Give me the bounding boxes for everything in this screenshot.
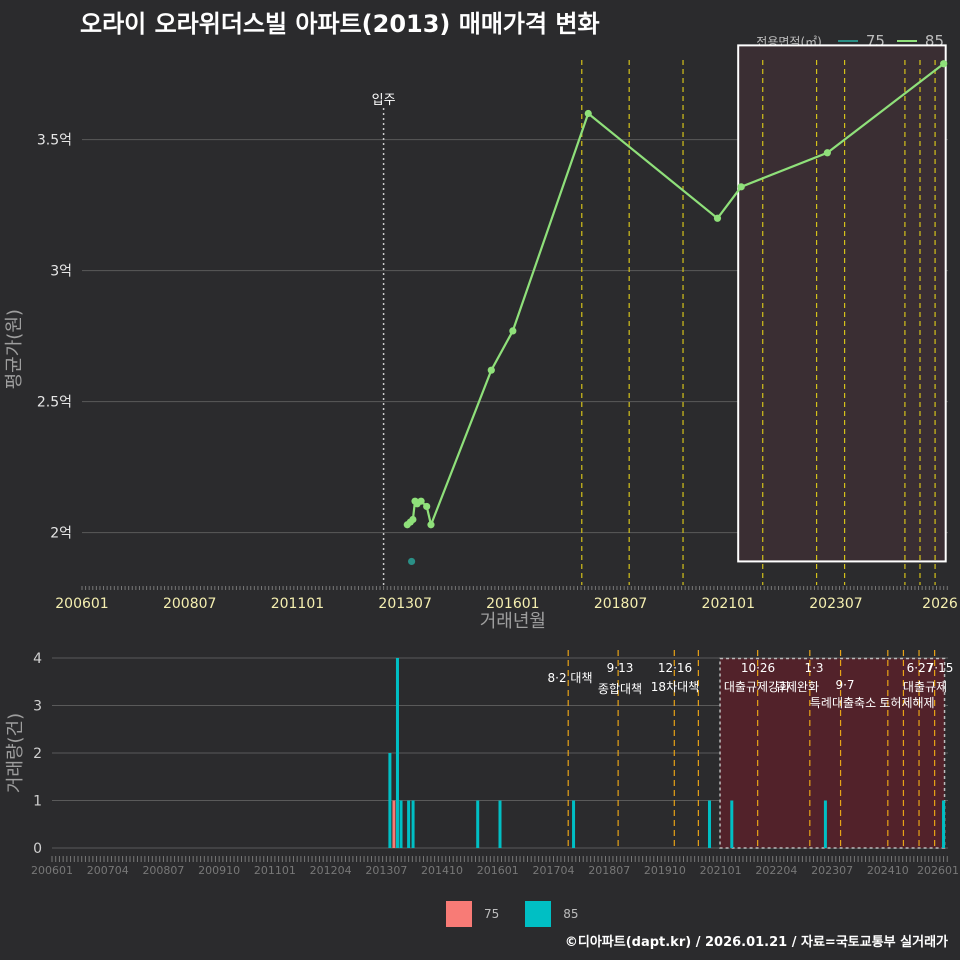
volume-xtick-label: 201204 [310,864,352,877]
policy-name-label: 대출규제 [903,680,947,694]
volume-xtick-label: 200704 [87,864,129,877]
price-xtick-label: 201307 [378,596,431,612]
policy-date-label: 6·27 [907,661,934,675]
series-85-point [823,149,831,157]
volume-bar-85 [730,800,734,848]
series-85-point [427,521,435,529]
volume-bar-85 [498,800,502,848]
volume-bar-75 [392,800,396,848]
volume-ytick-label: 1 [33,794,42,810]
volume-xtick-label: 201704 [532,864,574,877]
volume-bar-85 [411,800,415,848]
price-xtick-label: 202307 [809,596,862,612]
legend-box-75 [446,901,472,927]
volume-ytick-label: 2 [33,746,42,762]
price-xtick-label: 200807 [163,596,216,612]
policy-date-label: 9·13 [607,661,634,675]
series-85-point [487,366,495,374]
volume-xtick-label: 201807 [588,864,630,877]
series-85-point [417,497,425,505]
volume-xtick-label: 200601 [31,864,73,877]
volume-xtick-label: 202410 [867,864,909,877]
series-85-point [584,109,592,118]
policy-date-label: 9·7 [835,678,854,692]
volume-xtick-label: 202101 [700,864,742,877]
volume-xtick-label: 201910 [644,864,686,877]
volume-xtick-label: 202601 [917,864,959,877]
source-footer: ©디아파트(dapt.kr) / 2026.01.21 / 자료=국토교통부 실… [564,935,948,950]
volume-xtick-label: 201601 [477,864,519,877]
volume-xtick-label: 201101 [254,864,296,877]
price-xtick-label: 201807 [594,596,647,612]
series-85-point [713,214,722,222]
volume-bar-85 [942,800,946,848]
volume-ytick-label: 4 [33,651,42,667]
policy-name-label: 규제완화 [775,680,819,694]
price-xtick-label: 2026 [922,596,958,612]
price-ytick-label: 2.5억 [37,395,72,411]
volume-bar-85 [572,800,576,848]
price-xtick-label: 200601 [55,596,108,612]
volume-bar-85 [407,800,411,848]
volume-ytick-label: 3 [33,699,42,715]
volume-xtick-label: 202307 [811,864,853,877]
price-xtick-label: 202101 [702,596,755,612]
series-85-point [940,60,948,68]
price-xtick-label: 201601 [486,596,539,612]
policy-name-label: 대출규제강화 [724,680,790,694]
policy-date-label: 12·16 [658,661,692,675]
volume-bar-85 [395,658,399,848]
volume-bar-85 [476,800,480,848]
legend-label-bar-75: 75 [484,907,500,921]
legend-label-bar-85: 85 [563,907,579,921]
policy-date-label: 1·3 [804,661,823,675]
volume-bar-85 [708,800,712,848]
price-xtick-label: 201101 [271,596,324,612]
price-yaxis-title: 평균가(원) [4,309,25,389]
volume-xtick-label: 200910 [198,864,240,877]
volume-ytick-label: 0 [33,841,42,857]
series-85-point [509,327,517,335]
price-xaxis-title: 거래년월 [480,611,546,632]
legend-swatch-85 [896,40,917,42]
volume-bar-85 [823,800,827,848]
legend-box-85 [525,901,552,927]
policy-name-label: 18차대책 [651,679,699,694]
price-ytick-label: 3.5억 [37,133,72,149]
series-85-point [737,183,745,191]
policy-name-label: 8·2 대책 [548,670,593,685]
volume-xtick-label: 200807 [142,864,184,877]
volume-xtick-label: 201410 [421,864,463,877]
policy-date-label: 7·15 [927,661,954,675]
policy-name-label: 종합대책 [598,681,642,696]
price-highlight-box [737,44,947,563]
chart-title: 오라이 오라위더스빌 아파트(2013) 매매가격 변화 [80,10,600,38]
price-ytick-label: 3억 [50,264,72,280]
series-85-point [423,502,431,511]
volume-xtick-label: 201307 [365,864,407,877]
move-in-label: 입주 [372,93,396,108]
price-ytick-label: 2억 [50,526,72,542]
volume-bar-85 [388,753,392,848]
policy-date-label: 10·26 [741,661,775,675]
volume-bar-85 [399,800,403,848]
series-85-point [409,515,417,524]
series-75-point [407,557,416,566]
legend-swatch-75 [837,40,858,42]
volume-xtick-label: 202204 [755,864,797,877]
policy-name-label: 토허제해제 [879,696,934,710]
policy-name-label: 특례대출축소 [810,696,876,710]
volume-legend: 75 85 [446,901,605,927]
volume-yaxis-title: 거래량(건) [5,713,26,793]
